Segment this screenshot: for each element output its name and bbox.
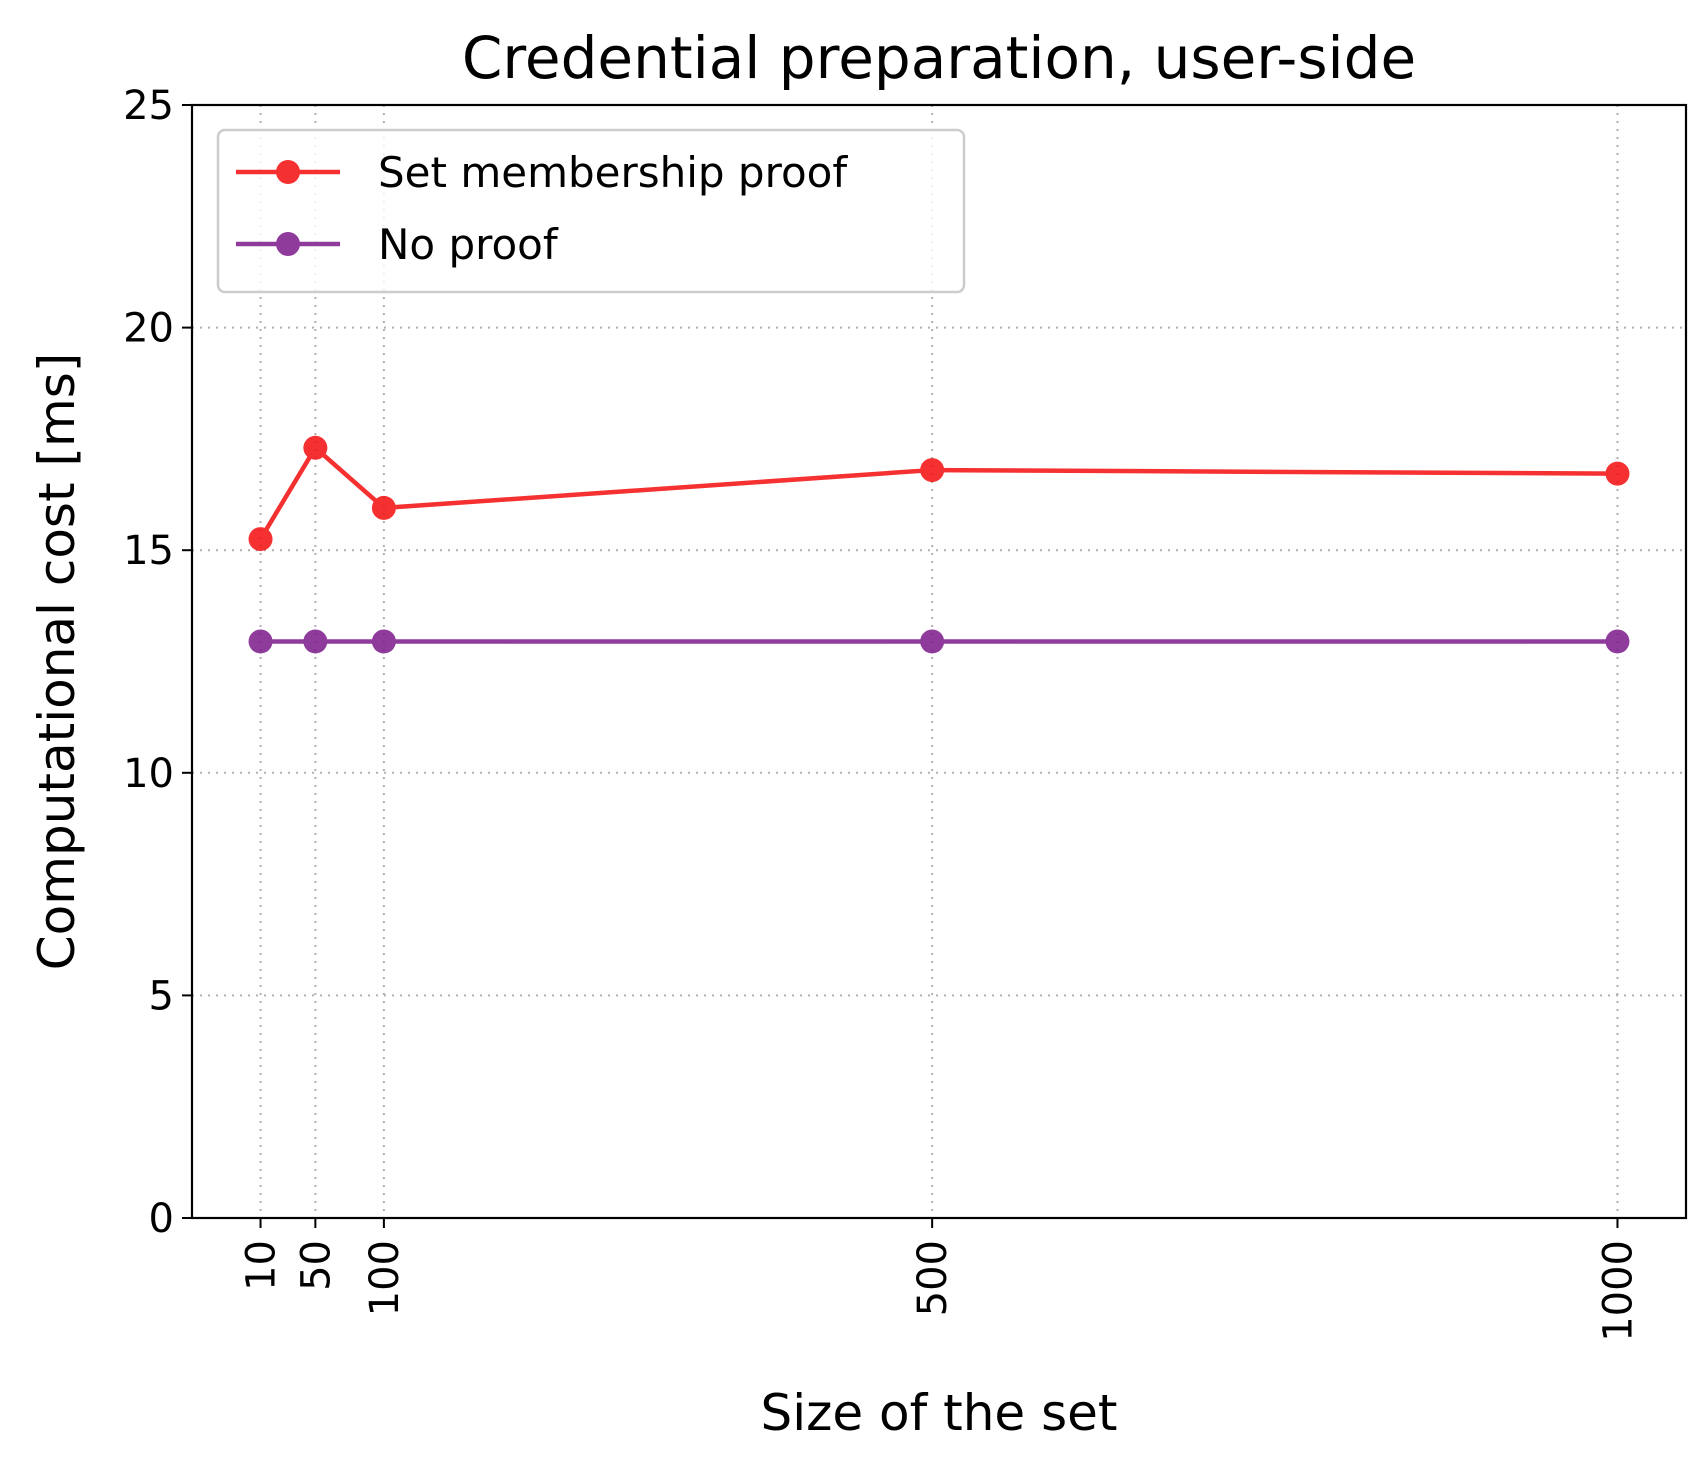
x-tick-label: 500 [910, 1240, 956, 1316]
data-point [920, 458, 945, 483]
data-point [1605, 461, 1630, 486]
plot-frame [190, 103, 1688, 1220]
y-tick-label: 25 [123, 83, 174, 129]
x-tick-label: 1000 [1595, 1240, 1641, 1342]
y-tick-label: 0 [149, 1196, 174, 1242]
legend-marker [276, 160, 300, 184]
data-point [371, 495, 396, 520]
data-point [248, 629, 273, 654]
data-point [303, 435, 328, 460]
legend-entry [236, 232, 340, 256]
series-no-proof [248, 629, 1630, 654]
data-point [920, 629, 945, 654]
data-point [371, 629, 396, 654]
legend-entry [236, 160, 340, 184]
chart-title: Credential preparation, user-side [462, 24, 1416, 92]
x-axis-label: Size of the set [761, 1384, 1118, 1442]
data-point [1605, 629, 1630, 654]
series-layer [248, 435, 1630, 654]
y-tick-label: 15 [123, 528, 174, 574]
series-set-membership-proof [248, 435, 1630, 552]
legend-marker [276, 232, 300, 256]
legend-box [216, 128, 966, 294]
data-point [303, 629, 328, 654]
y-tick-label: 10 [123, 751, 174, 797]
x-tick-label: 10 [239, 1240, 285, 1291]
data-point [248, 527, 273, 552]
legend-label: No proof [378, 220, 559, 269]
y-tick-label: 20 [123, 306, 174, 352]
y-axis-label: Computational cost [ms] [28, 353, 86, 970]
x-tick-label: 100 [362, 1240, 408, 1316]
x-tick-label: 50 [293, 1240, 339, 1291]
y-tick-label: 5 [149, 973, 174, 1019]
legend-label: Set membership proof [378, 148, 848, 197]
legend: Set membership proof No proof [216, 128, 966, 294]
